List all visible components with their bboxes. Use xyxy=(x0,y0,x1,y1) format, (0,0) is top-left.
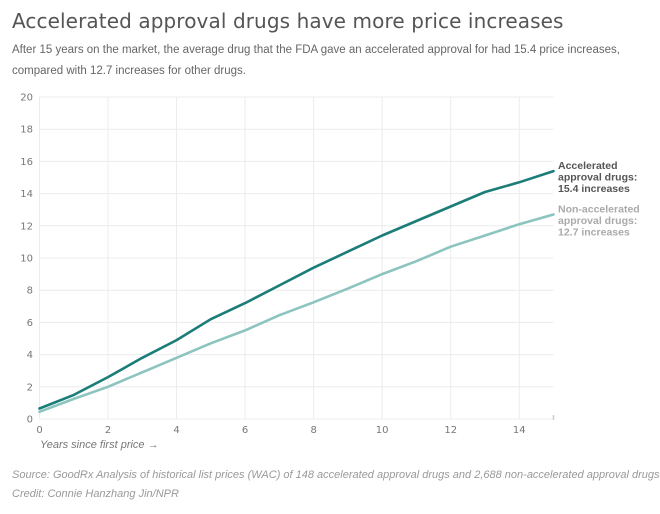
x-tick-label: 14 xyxy=(513,425,526,436)
series-label-line: approval drugs: xyxy=(558,215,637,227)
series-label-line: Non-accelerated xyxy=(558,204,640,216)
y-tick-label: 14 xyxy=(20,189,33,200)
y-tick-label: 20 xyxy=(20,93,33,104)
series-label-line: 12.7 increases xyxy=(558,227,630,239)
line-chart: 0 2 4 6 8 10 12 14 16 18 20 0 2 4 6 8 10 12 14 Accelerate… xyxy=(20,93,640,452)
x-tick-label: 10 xyxy=(376,425,389,436)
series-lines xyxy=(38,169,555,414)
source-note: Source: GoodRx Analysis of historical li… xyxy=(12,469,660,481)
y-axis: 0 2 4 6 8 10 12 14 16 18 20 xyxy=(20,93,33,426)
series-label-line: approval drugs: xyxy=(558,172,637,184)
x-tick-label: 8 xyxy=(310,425,316,436)
chart-title: Accelerated approval drugs have more pri… xyxy=(12,9,564,33)
y-tick-label: 4 xyxy=(27,350,33,361)
y-tick-label: 8 xyxy=(27,286,33,297)
y-tick-label: 12 xyxy=(20,221,33,232)
series-line-accelerated-approval-drugs xyxy=(38,169,555,410)
x-tick-label: 2 xyxy=(105,425,111,436)
x-tick-label: 6 xyxy=(242,425,248,436)
y-tick-label: 16 xyxy=(20,157,33,168)
y-tick-label: 10 xyxy=(20,254,33,265)
chart-subtitle: After 15 years on the market, the averag… xyxy=(12,44,620,77)
x-tick-label: 0 xyxy=(36,425,42,436)
y-tick-label: 2 xyxy=(27,382,33,393)
series-label-line: 15.4 increases xyxy=(558,183,630,195)
credit-note: Credit: Connie Hanzhang Jin/NPR xyxy=(12,488,179,500)
x-tick-label: 4 xyxy=(173,425,179,436)
y-tick-label: 0 xyxy=(27,415,33,426)
x-tick-label: 12 xyxy=(444,425,457,436)
series-label-line: Accelerated xyxy=(558,160,618,172)
y-tick-label: 6 xyxy=(27,318,33,329)
x-axis: 0 2 4 6 8 10 12 14 xyxy=(36,415,555,436)
x-axis-title: Years since first price → xyxy=(40,439,159,451)
series-line-non-accelerated-approval-drugs xyxy=(38,213,555,414)
gridlines xyxy=(39,96,554,420)
y-tick-label: 18 xyxy=(20,125,33,136)
